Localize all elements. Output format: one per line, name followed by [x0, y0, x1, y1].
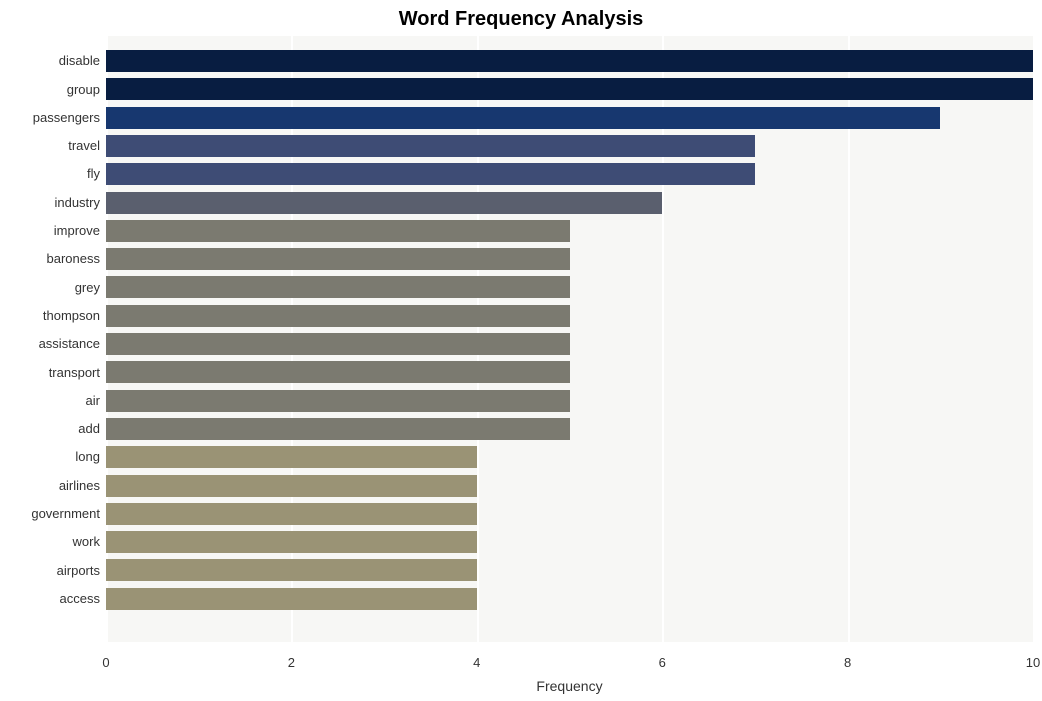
bar	[106, 135, 755, 157]
bar	[106, 50, 1033, 72]
bar	[106, 361, 570, 383]
y-tick-label: fly	[87, 166, 100, 181]
bar	[106, 503, 477, 525]
y-tick-label: add	[78, 421, 100, 436]
y-tick-label: access	[60, 591, 100, 606]
bar	[106, 78, 1033, 100]
x-tick-label: 2	[288, 655, 295, 670]
y-tick-label: airports	[57, 563, 100, 578]
bar	[106, 163, 755, 185]
y-tick-label: thompson	[43, 308, 100, 323]
y-tick-label: government	[31, 506, 100, 521]
bar	[106, 531, 477, 553]
x-tick-label: 0	[102, 655, 109, 670]
y-tick-label: transport	[49, 365, 100, 380]
x-tick-label: 6	[659, 655, 666, 670]
bar	[106, 446, 477, 468]
y-tick-label: industry	[54, 195, 100, 210]
y-tick-label: baroness	[47, 251, 100, 266]
y-tick-label: airlines	[59, 478, 100, 493]
gridline	[1033, 36, 1035, 642]
y-tick-label: improve	[54, 223, 100, 238]
x-tick-label: 10	[1026, 655, 1040, 670]
bar	[106, 248, 570, 270]
plot-area	[106, 36, 1033, 642]
y-tick-label: disable	[59, 53, 100, 68]
y-tick-label: assistance	[39, 336, 100, 351]
bar	[106, 475, 477, 497]
bar	[106, 333, 570, 355]
word-frequency-chart: Word Frequency Analysis disable group pass…	[0, 0, 1042, 701]
chart-title: Word Frequency Analysis	[0, 8, 1042, 31]
y-tick-label: air	[86, 393, 100, 408]
bar	[106, 390, 570, 412]
bar	[106, 559, 477, 581]
x-tick-label: 8	[844, 655, 851, 670]
y-tick-label: long	[75, 449, 100, 464]
bar	[106, 276, 570, 298]
y-tick-label: passengers	[33, 110, 100, 125]
bar	[106, 305, 570, 327]
x-tick-label: 4	[473, 655, 480, 670]
y-tick-label: group	[67, 82, 100, 97]
y-tick-label: travel	[68, 138, 100, 153]
bar	[106, 107, 940, 129]
y-tick-label: grey	[75, 280, 100, 295]
bar	[106, 588, 477, 610]
bar	[106, 220, 570, 242]
y-tick-label: work	[73, 534, 100, 549]
bar	[106, 192, 662, 214]
bar	[106, 418, 570, 440]
x-axis-title: Frequency	[106, 678, 1033, 694]
